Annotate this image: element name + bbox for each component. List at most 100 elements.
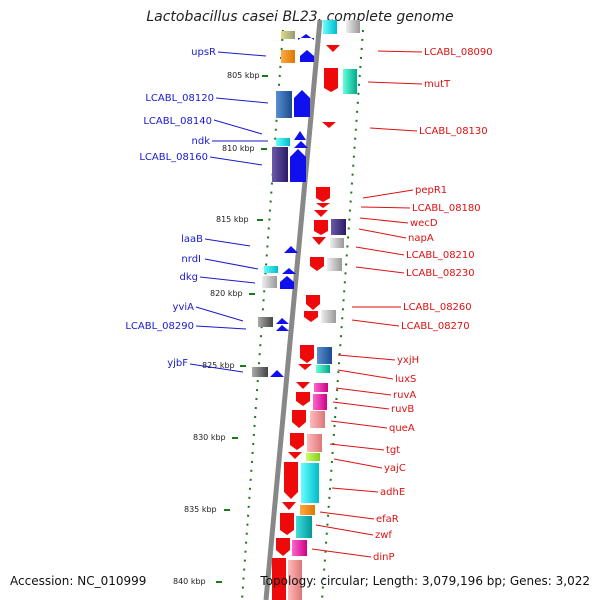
- gene-label-upsR: upsR: [191, 47, 216, 58]
- gene-block: [327, 258, 342, 271]
- gene-arrow: [300, 50, 314, 62]
- gene-arrow: [300, 345, 314, 363]
- gene-block: [310, 411, 325, 428]
- gene-arrow: [296, 392, 310, 406]
- gene-arrow: [288, 452, 302, 459]
- gene-block: [276, 91, 292, 118]
- gene-label-dinP: dinP: [373, 552, 395, 563]
- gene-arrow: [276, 538, 290, 556]
- gene-label-wecD: wecD: [410, 218, 438, 229]
- gene-arrow: [310, 257, 324, 271]
- gene-arrow: [282, 502, 296, 510]
- gene-label-lcabl-08260: LCABL_08260: [403, 302, 472, 313]
- gene-arrow: [304, 311, 318, 322]
- gene-arrow: [294, 90, 310, 117]
- genome-backbone: [263, 19, 323, 600]
- gene-arrow: [280, 276, 294, 289]
- accession-text: Accession: NC_010999: [10, 574, 147, 588]
- gene-arrow: [298, 34, 314, 40]
- gene-label-dkg: dkg: [180, 272, 199, 283]
- gene-label-yjbF: yjbF: [167, 358, 188, 369]
- gene-arrow: [292, 410, 306, 428]
- gene-label-tgt: tgt: [386, 445, 400, 456]
- gene-arrow: [276, 325, 289, 331]
- gene-block: [313, 394, 327, 410]
- gene-block: [281, 50, 295, 63]
- gene-arrow: [276, 318, 289, 324]
- gene-label-lcabl-08140: LCABL_08140: [143, 116, 212, 127]
- gene-block: [317, 347, 332, 364]
- gene-arrow: [326, 45, 340, 52]
- gene-arrow: [290, 433, 304, 450]
- gene-label-lcabl-08290: LCABL_08290: [125, 321, 194, 332]
- gene-label-adhE: adhE: [380, 487, 405, 498]
- gene-label-ruvB: ruvB: [391, 404, 414, 415]
- gene-block: [281, 31, 295, 39]
- topology-text: Topology: circular; Length: 3,079,196 bp…: [260, 574, 590, 588]
- gene-block: [346, 20, 360, 33]
- gene-label-mutT: mutT: [424, 79, 451, 90]
- scale-ticks: [216, 75, 268, 583]
- gene-block: [300, 505, 315, 515]
- gene-block: [306, 453, 320, 461]
- right-leaders: [311, 50, 423, 558]
- reverse-strand-genes[interactable]: [272, 45, 340, 600]
- gene-label-yxjH: yxjH: [397, 355, 419, 366]
- scale-label: 830 kbp: [193, 433, 226, 442]
- gene-arrow: [324, 68, 338, 92]
- forward-gene-blocks[interactable]: [252, 31, 295, 377]
- gene-arrow: [294, 141, 308, 148]
- scale-label: 835 kbp: [184, 505, 217, 514]
- gene-block: [316, 365, 330, 373]
- gene-block: [343, 69, 357, 94]
- gene-label-lcabl-08210: LCABL_08210: [406, 250, 475, 261]
- left-gene-labels[interactable]: upsR LCABL_08120 LCABL_08140 ndk LCABL_0…: [125, 47, 216, 369]
- reverse-gene-blocks[interactable]: [288, 20, 360, 600]
- gene-block: [262, 276, 277, 288]
- gene-label-yajC: yajC: [384, 463, 406, 474]
- gene-block: [272, 147, 288, 182]
- gene-arrow: [284, 246, 298, 253]
- scale-label: 825 kbp: [202, 361, 235, 370]
- gene-arrow: [314, 210, 328, 217]
- gene-block: [292, 540, 307, 556]
- gene-arrow: [298, 364, 312, 370]
- gene-block: [330, 238, 344, 248]
- gene-block: [276, 138, 290, 146]
- gene-arrow: [294, 131, 306, 140]
- gene-arrow: [314, 220, 328, 235]
- scale-label: 810 kbp: [222, 144, 255, 153]
- scale-labels: 805 kbp 810 kbp 815 kbp 820 kbp 825 kbp …: [173, 71, 260, 586]
- gene-label-zwf: zwf: [375, 530, 392, 541]
- map-title: Lactobacillus casei BL23, complete genom…: [146, 9, 454, 25]
- gene-label-lcabl-08230: LCABL_08230: [406, 268, 475, 279]
- gene-arrow: [322, 122, 336, 128]
- gene-block: [323, 20, 337, 34]
- gene-arrow: [316, 203, 330, 208]
- scale-label: 820 kbp: [210, 289, 243, 298]
- gene-block: [252, 367, 268, 377]
- gene-block: [258, 317, 273, 327]
- forward-strand-genes[interactable]: [270, 34, 314, 377]
- gene-arrow: [296, 382, 310, 389]
- gene-label-ndk: ndk: [192, 136, 211, 147]
- gene-label-lcabl-08090: LCABL_08090: [424, 47, 493, 58]
- gene-label-lcabl-08180: LCABL_08180: [412, 203, 481, 214]
- gene-label-pepR1: pepR1: [415, 185, 447, 196]
- gene-arrow: [270, 370, 284, 377]
- gene-label-lcabl-08270: LCABL_08270: [401, 321, 470, 332]
- gene-label-nrdI: nrdI: [181, 254, 201, 265]
- gene-label-laaB: laaB: [181, 234, 203, 245]
- gene-arrow: [280, 513, 294, 535]
- gene-block: [288, 560, 302, 600]
- gene-arrow: [316, 187, 330, 202]
- right-gene-labels[interactable]: LCABL_08090 mutT LCABL_08130 pepR1 LCABL…: [373, 47, 493, 563]
- gene-label-ruvA: ruvA: [393, 390, 416, 401]
- gene-label-lcabl-08160: LCABL_08160: [139, 152, 208, 163]
- gene-arrow: [282, 268, 296, 274]
- gene-label-luxS: luxS: [395, 374, 416, 385]
- scale-label: 805 kbp: [227, 71, 260, 80]
- gene-label-yviA: yviA: [173, 302, 195, 313]
- gene-block: [331, 219, 346, 235]
